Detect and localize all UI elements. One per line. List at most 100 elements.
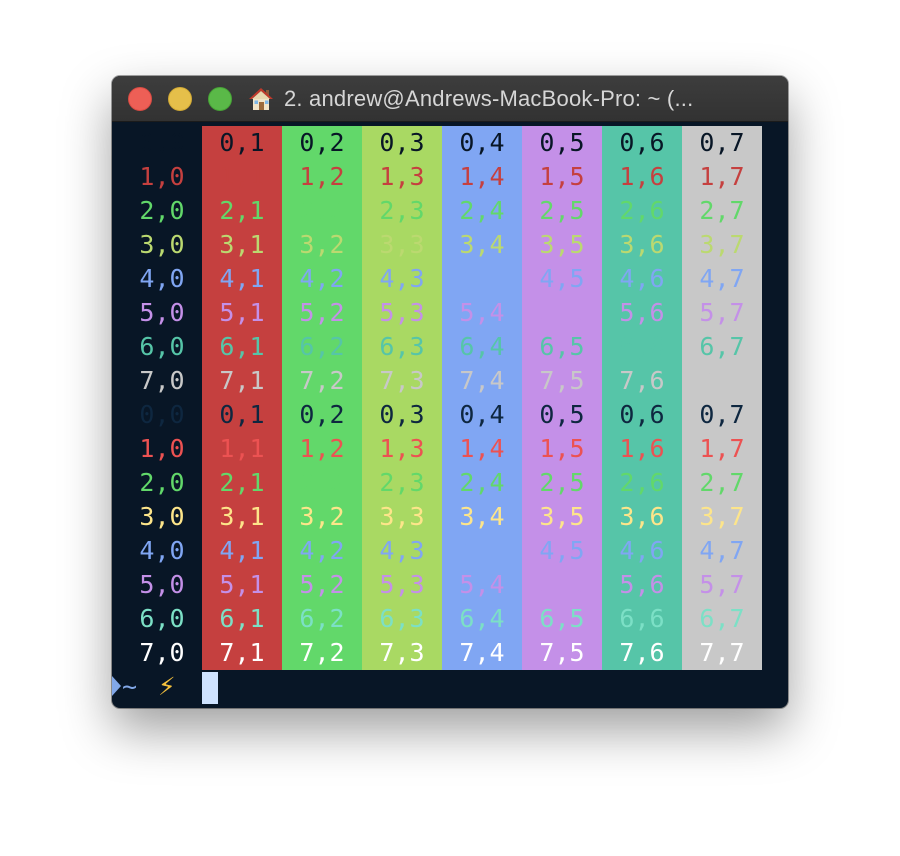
color-cell: 7,1 — [202, 364, 282, 398]
color-cell: 0,2 — [282, 126, 362, 160]
color-cell: 6,6 — [602, 330, 682, 364]
color-cell: 3,3 — [362, 228, 442, 262]
color-cell: 4,2 — [282, 534, 362, 568]
color-cell: 5,7 — [682, 568, 762, 602]
color-cell: 6,2 — [282, 602, 362, 636]
color-cell: 0,7 — [682, 126, 762, 160]
color-cell: 1,3 — [362, 160, 442, 194]
color-cell: 2,7 — [682, 466, 762, 500]
color-cell: 7,4 — [442, 364, 522, 398]
color-cell: 5,4 — [442, 296, 522, 330]
color-cell: 5,5 — [522, 296, 602, 330]
color-cell: 2,3 — [362, 466, 442, 500]
close-button[interactable] — [128, 87, 152, 111]
color-cell: 1,5 — [522, 160, 602, 194]
color-cell: 6,7 — [682, 330, 762, 364]
color-cell: 6,4 — [442, 330, 522, 364]
color-cell: 3,1 — [202, 500, 282, 534]
color-cell: 3,3 — [362, 500, 442, 534]
window-title-area: 2. andrew@Andrews-MacBook-Pro: ~ (... — [248, 76, 693, 122]
color-cell: 2,2 — [282, 194, 362, 228]
prompt-directory: ~ — [122, 672, 138, 701]
color-cell: 1,1 — [202, 160, 282, 194]
shell-prompt[interactable]: ~ ⚡ — [112, 670, 788, 704]
color-cell: 6,1 — [202, 602, 282, 636]
color-cell: 5,3 — [362, 296, 442, 330]
color-cell: 6,1 — [202, 330, 282, 364]
color-cell: 5,0 — [139, 298, 185, 327]
color-cell: 7,1 — [202, 636, 282, 670]
color-cell: 1,2 — [282, 432, 362, 466]
title-bar[interactable]: 2. andrew@Andrews-MacBook-Pro: ~ (... — [112, 76, 788, 122]
color-cell: 7,6 — [602, 364, 682, 398]
color-cell: 7,7 — [682, 636, 762, 670]
color-cell: 0,7 — [682, 398, 762, 432]
color-cell: 1,2 — [282, 160, 362, 194]
color-cell: 3,4 — [442, 228, 522, 262]
color-cell: 2,2 — [282, 466, 362, 500]
color-cell: 0,1 — [202, 398, 282, 432]
zoom-button[interactable] — [208, 87, 232, 111]
color-cell: 1,6 — [602, 432, 682, 466]
color-cell: 2,5 — [522, 466, 602, 500]
color-cell: 2,4 — [442, 194, 522, 228]
color-cell: 0,5 — [522, 398, 602, 432]
color-cell: 4,5 — [522, 262, 602, 296]
color-cell: 3,6 — [602, 228, 682, 262]
color-cell: 0,0 — [139, 400, 185, 429]
minimize-button[interactable] — [168, 87, 192, 111]
color-cell: 2,4 — [442, 466, 522, 500]
color-cell: 1,0 — [139, 162, 185, 191]
color-cell: 4,0 — [139, 536, 185, 565]
color-cell: 3,0 — [139, 502, 185, 531]
color-cell: 1,4 — [442, 160, 522, 194]
color-cell: 2,0 — [139, 196, 185, 225]
color-cell: 6,5 — [522, 602, 602, 636]
color-cell: 5,7 — [682, 296, 762, 330]
color-cell: 5,2 — [282, 296, 362, 330]
color-cell: 7,7 — [682, 364, 762, 398]
window-title: 2. andrew@Andrews-MacBook-Pro: ~ (... — [284, 86, 694, 111]
color-cell: 6,3 — [362, 602, 442, 636]
color-cell: 7,4 — [442, 636, 522, 670]
color-cell: 2,7 — [682, 194, 762, 228]
color-cell: 3,7 — [682, 228, 762, 262]
color-cell: 1,1 — [202, 432, 282, 466]
color-cell: 2,6 — [602, 466, 682, 500]
block-cursor-icon[interactable] — [202, 672, 218, 704]
color-cell: 0,2 — [282, 398, 362, 432]
color-cell: 0,4 — [442, 398, 522, 432]
color-cell: 1,3 — [362, 432, 442, 466]
color-cell: 4,3 — [362, 534, 442, 568]
color-cell: 6,6 — [602, 602, 682, 636]
color-cell: 0,5 — [522, 126, 602, 160]
color-cell: 3,5 — [522, 228, 602, 262]
terminal-content[interactable]: 0,0 0,1 0,2 0,3 0,4 0,5 0,6 0,7 1,0 1,1 1,2 1,3 1,4 1… — [112, 122, 788, 708]
color-cell: 4,3 — [362, 262, 442, 296]
color-cell: 6,3 — [362, 330, 442, 364]
color-cell: 2,1 — [202, 466, 282, 500]
color-cell: 0,6 — [602, 398, 682, 432]
color-cell: 2,6 — [602, 194, 682, 228]
color-cell: 2,3 — [362, 194, 442, 228]
color-cell: 4,6 — [602, 534, 682, 568]
color-cell: 3,1 — [202, 228, 282, 262]
lightning-icon: ⚡ — [158, 672, 176, 701]
color-cell: 1,7 — [682, 432, 762, 466]
color-cell: 7,3 — [362, 636, 442, 670]
color-cell: 7,0 — [139, 366, 185, 395]
color-cell: 0,1 — [202, 126, 282, 160]
color-cell: 6,0 — [139, 604, 185, 633]
color-cell: 7,2 — [282, 364, 362, 398]
color-table: 0,0 0,1 0,2 0,3 0,4 0,5 0,6 0,7 1,0 1,1 1,2 1,3 1,4 1… — [122, 126, 762, 670]
color-cell: 0,0 — [139, 128, 185, 157]
color-cell: 5,1 — [202, 568, 282, 602]
color-cell: 5,3 — [362, 568, 442, 602]
color-cell: 6,7 — [682, 602, 762, 636]
color-cell: 7,2 — [282, 636, 362, 670]
color-cell: 6,4 — [442, 602, 522, 636]
color-cell: 6,2 — [282, 330, 362, 364]
color-cell: 4,1 — [202, 534, 282, 568]
color-cell: 6,5 — [522, 330, 602, 364]
color-cell: 7,6 — [602, 636, 682, 670]
